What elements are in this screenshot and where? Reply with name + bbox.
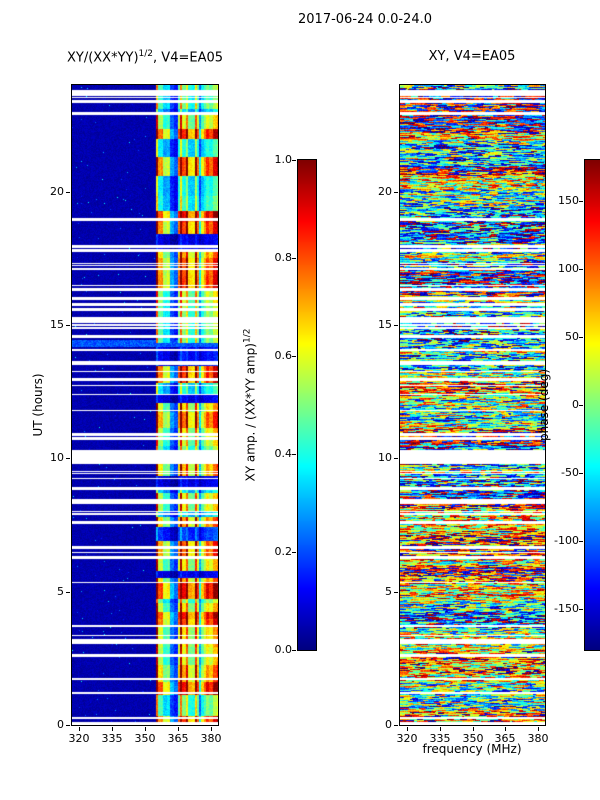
x-tick-label: 380 bbox=[527, 732, 549, 745]
y-tick-mark bbox=[66, 725, 70, 726]
colorbar-tick-label: 100 bbox=[558, 262, 579, 275]
right-panel-title-base: XY, V4=EA05 bbox=[428, 49, 516, 64]
colorbar-tick-label: -100 bbox=[554, 534, 579, 547]
colorbar-tick-label: 150 bbox=[558, 194, 579, 207]
left-panel-title-sup: 1/2 bbox=[138, 49, 154, 59]
x-tick-mark bbox=[538, 727, 539, 731]
y-tick-label: 20 bbox=[378, 185, 392, 198]
x-tick-mark bbox=[112, 727, 113, 731]
x-tick-label: 320 bbox=[68, 732, 90, 745]
colorbar-tick-mark bbox=[292, 160, 296, 161]
x-tick-label: 365 bbox=[167, 732, 189, 745]
left-heatmap bbox=[71, 84, 219, 726]
right-panel-title: XY, V4=EA05 bbox=[392, 49, 552, 64]
x-tick-label: 365 bbox=[494, 732, 516, 745]
y-tick-mark bbox=[66, 325, 70, 326]
colorbar-tick-label: 50 bbox=[565, 330, 579, 343]
colorbar-tick-mark bbox=[579, 405, 583, 406]
colorbar-tick-mark bbox=[579, 541, 583, 542]
right-colorbar bbox=[584, 159, 600, 651]
x-tick-label: 380 bbox=[200, 732, 222, 745]
y-tick-label: 10 bbox=[378, 451, 392, 464]
colorbar-tick-mark bbox=[292, 552, 296, 553]
y-tick-label: 5 bbox=[57, 585, 64, 598]
left-panel-title: XY/(XX*YY)1/2, V4=EA05 bbox=[40, 49, 250, 65]
left-colorbar-label-sup: 1/2 bbox=[242, 328, 253, 344]
colorbar-tick-mark bbox=[292, 454, 296, 455]
colorbar-tick-label: 0.4 bbox=[274, 447, 293, 460]
y-tick-label: 0 bbox=[57, 718, 64, 731]
y-tick-mark bbox=[66, 592, 70, 593]
x-tick-mark bbox=[211, 727, 212, 731]
left-y-axis-label: UT (hours) bbox=[31, 373, 45, 437]
colorbar-tick-label: 0.2 bbox=[274, 545, 293, 558]
y-tick-label: 20 bbox=[50, 185, 64, 198]
y-tick-label: 15 bbox=[378, 318, 392, 331]
colorbar-tick-mark bbox=[579, 473, 583, 474]
y-tick-mark bbox=[394, 725, 398, 726]
colorbar-tick-label: 0.6 bbox=[274, 349, 293, 362]
colorbar-tick-label: -150 bbox=[554, 602, 579, 615]
y-tick-mark bbox=[394, 192, 398, 193]
x-tick-label: 350 bbox=[462, 732, 484, 745]
left-panel-title-suffix: , V4=EA05 bbox=[153, 50, 224, 66]
left-colorbar-label-base: XY amp. / (XX*YY amp) bbox=[243, 343, 258, 482]
colorbar-tick-mark bbox=[292, 258, 296, 259]
right-heatmap bbox=[399, 84, 546, 726]
colorbar-tick-mark bbox=[579, 269, 583, 270]
colorbar-tick-label: 1.0 bbox=[274, 153, 293, 166]
figure-title: 2017-06-24 0.0-24.0 bbox=[298, 12, 432, 27]
left-colorbar-label: XY amp. / (XX*YY amp)1/2 bbox=[243, 329, 258, 482]
x-tick-mark bbox=[407, 727, 408, 731]
colorbar-tick-label: 0.0 bbox=[274, 643, 293, 656]
x-tick-mark bbox=[505, 727, 506, 731]
colorbar-tick-mark bbox=[292, 650, 296, 651]
x-tick-mark bbox=[473, 727, 474, 731]
x-tick-mark bbox=[178, 727, 179, 731]
x-tick-label: 320 bbox=[396, 732, 418, 745]
y-tick-label: 0 bbox=[385, 718, 392, 731]
y-tick-mark bbox=[66, 458, 70, 459]
colorbar-tick-label: 0 bbox=[572, 398, 579, 411]
left-colorbar bbox=[297, 159, 317, 651]
colorbar-tick-mark bbox=[292, 356, 296, 357]
y-tick-mark bbox=[394, 325, 398, 326]
colorbar-tick-mark bbox=[579, 337, 583, 338]
y-tick-mark bbox=[394, 458, 398, 459]
colorbar-tick-label: -50 bbox=[561, 466, 579, 479]
y-tick-label: 10 bbox=[50, 451, 64, 464]
x-tick-mark bbox=[79, 727, 80, 731]
x-axis-label: frequency (MHz) bbox=[422, 742, 522, 756]
colorbar-tick-mark bbox=[579, 201, 583, 202]
x-tick-label: 335 bbox=[429, 732, 451, 745]
x-tick-mark bbox=[440, 727, 441, 731]
y-tick-label: 15 bbox=[50, 318, 64, 331]
colorbar-tick-mark bbox=[579, 609, 583, 610]
x-tick-mark bbox=[145, 727, 146, 731]
left-panel-title-base: XY/(XX*YY) bbox=[66, 50, 139, 66]
colorbar-tick-label: 0.8 bbox=[274, 251, 293, 264]
x-tick-label: 335 bbox=[101, 732, 123, 745]
y-tick-mark bbox=[66, 192, 70, 193]
x-tick-label: 350 bbox=[134, 732, 156, 745]
y-tick-mark bbox=[394, 592, 398, 593]
y-tick-label: 5 bbox=[385, 585, 392, 598]
